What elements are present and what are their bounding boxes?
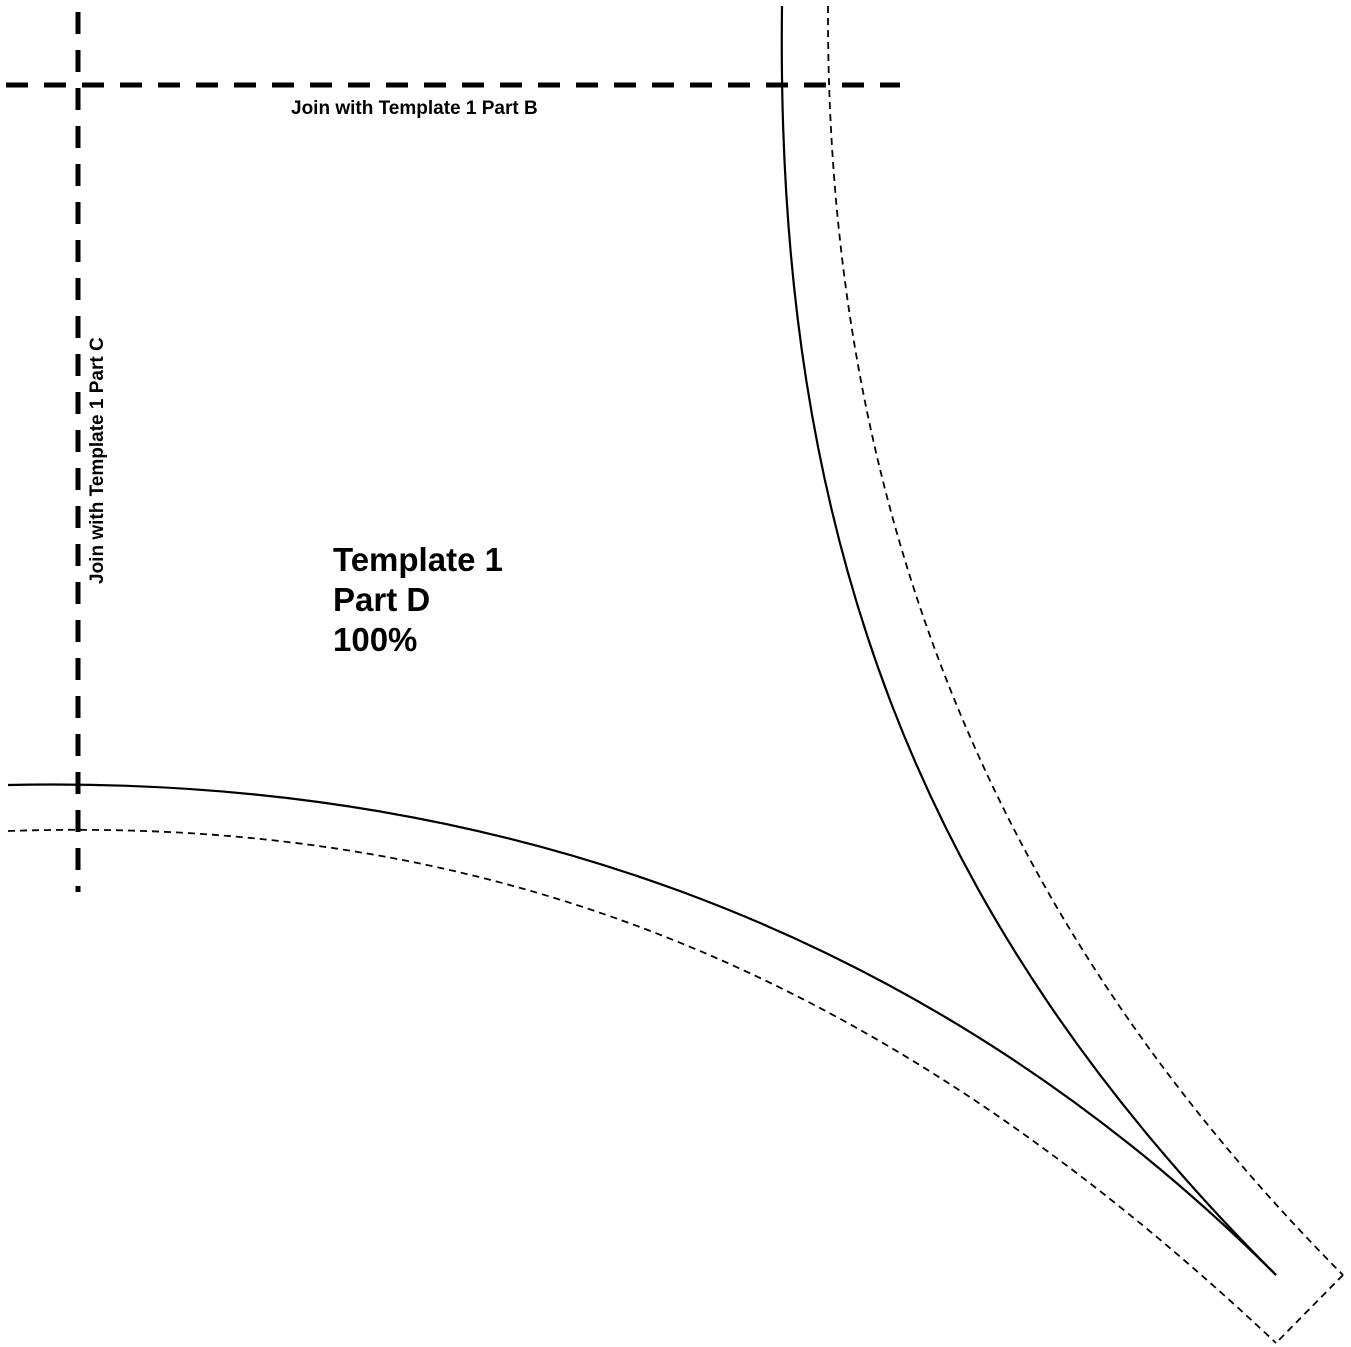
cutting-line-horizontal-curve bbox=[7, 783, 1277, 1276]
seam-allowance-vertical-curve bbox=[827, 5, 1344, 1276]
seam-allowance-corner bbox=[1275, 1274, 1344, 1344]
cutting-line-vertical-curve bbox=[780, 5, 1277, 1276]
join-label-part-c: Join with Template 1 Part C bbox=[87, 337, 108, 584]
template-part: Part D bbox=[333, 581, 431, 618]
template-scale: 100% bbox=[333, 621, 418, 658]
template-title: Template 1 Part D 100% bbox=[333, 540, 503, 660]
seam-allowance-horizontal-curve bbox=[7, 828, 1277, 1344]
template-name: Template 1 bbox=[333, 541, 503, 578]
join-label-part-b: Join with Template 1 Part B bbox=[291, 98, 538, 119]
